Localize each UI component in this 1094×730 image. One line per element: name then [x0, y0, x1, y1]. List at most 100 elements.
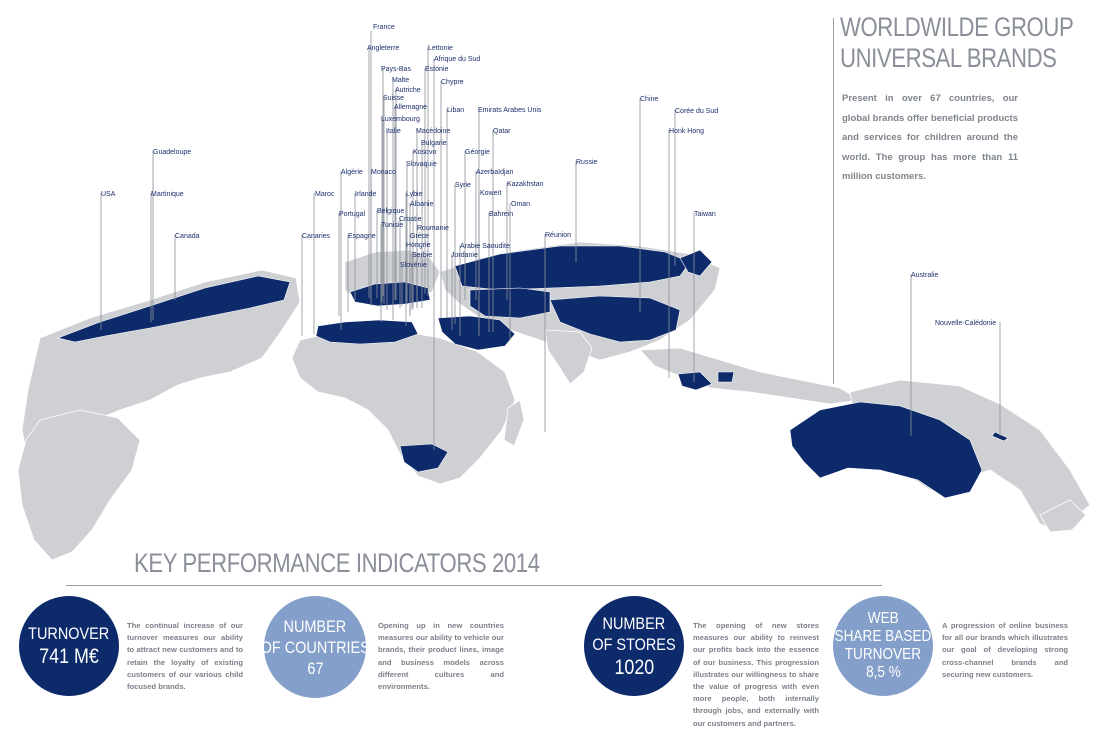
label-lybie: Lybie	[406, 191, 423, 198]
world-map: France Angleterre Lettonie Afrique du Su…	[17, 24, 1091, 560]
kpi-turnover-label: TURNOVER	[28, 624, 110, 643]
label-luxembourg: Luxembourg	[381, 116, 420, 123]
taiwan-region	[677, 371, 713, 391]
label-angleterre: Angleterre	[367, 45, 399, 52]
kpi-web-label-3: TURNOVER	[844, 646, 922, 663]
south-america-land	[17, 409, 141, 560]
label-chypre: Chypre	[441, 79, 464, 86]
label-pays-bas: Pays-Bas	[381, 66, 411, 73]
pin-lines	[100, 31, 1001, 450]
label-autriche: Autriche	[395, 87, 421, 94]
label-kosovo: Kosovo	[413, 149, 436, 156]
label-macedoine: Macédoine	[416, 128, 450, 135]
canada-usa-region	[56, 275, 291, 343]
label-roumanie: Roumanie	[417, 225, 449, 232]
label-tunisie: Tunisie	[381, 222, 403, 229]
kpi-countries-badge: NUMBER OF COUNTRIES 67	[260, 596, 370, 698]
kpi-turnover-text: The continual increase of our turnover m…	[127, 621, 243, 692]
label-australie: Australie	[911, 272, 938, 279]
label-italie: Italie	[386, 128, 401, 135]
kpi-stores-badge: NUMBER OF STORES 1020	[584, 596, 684, 696]
label-allemagne: Allemagne	[394, 104, 427, 111]
label-belgique: Belgique	[377, 208, 404, 215]
australia-region	[789, 401, 983, 499]
page-title: WORLDWILDE GROUP UNIVERSAL BRANDS	[840, 12, 1074, 74]
label-russie: Russie	[576, 159, 598, 166]
kpi-web-label-2: SHARE BASED	[834, 628, 932, 645]
label-jordanie: Jordanie	[451, 252, 478, 259]
label-azerbaidjan: Azerbaïdjan	[476, 169, 513, 176]
kpi-countries-text: Opening up in new countries measures our…	[378, 621, 504, 692]
label-estonie: Estonie	[425, 66, 448, 73]
country-labels: France Angleterre Lettonie Afrique du Su…	[101, 24, 996, 327]
korea-japan-region	[679, 249, 713, 277]
label-koweit: Koweït	[480, 190, 501, 197]
label-espagne: Espagne	[348, 233, 376, 240]
title-line-1: WORLDWILDE GROUP	[840, 12, 1074, 42]
label-malte: Malte	[392, 77, 409, 84]
middle-east-region	[437, 315, 516, 351]
kpi-web-value: 8,5 %	[865, 664, 901, 681]
label-grece: Grèce	[410, 233, 429, 240]
label-croatie: Croatie	[399, 216, 422, 223]
kpi-divider	[66, 585, 882, 586]
label-irlande: Irlande	[355, 191, 377, 198]
label-afrique-du-sud: Afrique du Sud	[434, 56, 480, 63]
title-line-2: UNIVERSAL BRANDS	[840, 43, 1057, 73]
label-lettonie: Lettonie	[428, 45, 453, 52]
label-coree-du-sud: Corée du Sud	[675, 108, 718, 115]
hongkong-region	[717, 371, 735, 383]
label-honk-hong: Honk Hong	[669, 128, 704, 135]
kpi-turnover-badge: TURNOVER 741 M€	[19, 596, 119, 696]
china-region	[549, 295, 681, 343]
kpi-stores-text: The opening of new stores measures our a…	[693, 621, 819, 728]
label-oman: Oman	[511, 201, 530, 208]
kpi-section-title: KEY PERFORMANCE INDICATORS 2014	[134, 548, 540, 578]
label-usa: USA	[101, 191, 116, 198]
label-portugal: Portugal	[339, 211, 366, 218]
south-africa-region	[399, 443, 449, 473]
label-albanie: Albanie	[410, 201, 433, 208]
label-syrie: Syrie	[455, 182, 471, 189]
kpi-stores-value: 1020	[614, 655, 654, 679]
label-slovenie: Slovénie	[400, 262, 427, 269]
southeast-asia-land	[639, 347, 862, 405]
label-nouvelle-caledonie: Nouvelle-Calédonie	[935, 320, 996, 327]
label-liban: Liban	[447, 107, 464, 114]
label-taiwan: Taiwan	[694, 211, 716, 218]
label-kazakhstan: Kazakhstan	[507, 181, 544, 188]
africa-land	[291, 329, 516, 485]
kpi-countries-value: 67	[306, 658, 324, 678]
header-description: Present in over 67 countries, our global…	[842, 93, 1018, 182]
kpi-countries-label-2: OF COUNTRIES	[260, 637, 370, 657]
label-slovaquie: Slovaquie	[406, 161, 437, 168]
label-bahrein: Bahrein	[489, 211, 513, 218]
label-reunion: Réunion	[545, 232, 571, 239]
label-canada: Canada	[175, 233, 200, 240]
label-chine: Chine	[640, 96, 658, 103]
label-emirats: Emirats Arabes Unis	[478, 107, 542, 114]
label-france: France	[373, 24, 395, 31]
kpi-web-badge: WEB SHARE BASED TURNOVER 8,5 %	[833, 596, 933, 696]
label-georgie: Géorgie	[465, 149, 490, 156]
label-algerie: Algérie	[341, 169, 363, 176]
label-monaco: Monaco	[371, 169, 396, 176]
kpi-web-text: A progression of online business for all…	[942, 621, 1068, 679]
label-arabie-saoudite: Arabie Saoudite	[460, 243, 510, 250]
label-serbie: Serbie	[412, 252, 432, 259]
kpi-stores-label-2: OF STORES	[592, 634, 676, 654]
new-zealand-land	[1039, 499, 1087, 533]
label-canaries: Canaries	[302, 233, 331, 240]
new-caledonia-region	[991, 431, 1009, 442]
kpi-countries-label-1: NUMBER	[283, 616, 347, 636]
label-martinique: Martinique	[151, 191, 184, 198]
madagascar-land	[503, 399, 525, 447]
label-bulgarie: Bulgarie	[421, 140, 447, 147]
label-guadeloupe: Guadeloupe	[153, 149, 191, 156]
india-land	[544, 329, 593, 385]
land-masses	[17, 241, 1091, 560]
label-maroc: Maroc	[315, 191, 335, 198]
label-qatar: Qatar	[493, 128, 511, 135]
label-hongrie: Hongrie	[406, 242, 431, 249]
kpi-turnover-value: 741 M€	[39, 645, 99, 668]
